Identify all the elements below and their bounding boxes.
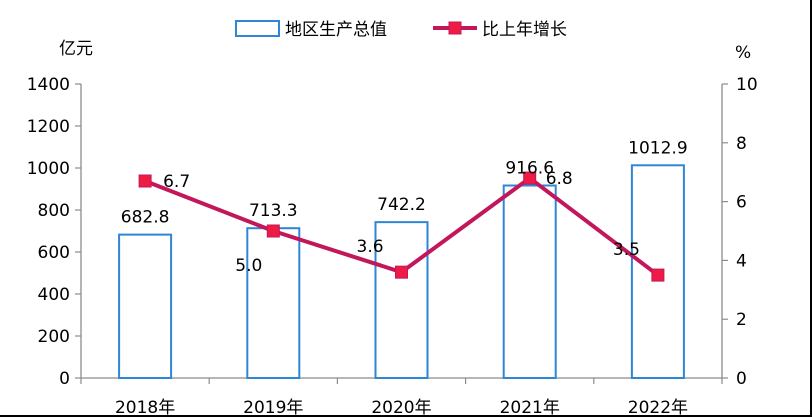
- y-right-tick-label: 2: [736, 310, 747, 330]
- line-marker: [395, 265, 408, 279]
- line-value-label: 6.8: [546, 169, 573, 189]
- y-left-tick-label: 400: [38, 285, 70, 305]
- y-right-tick-label: 6: [736, 193, 747, 213]
- line-marker: [523, 171, 537, 185]
- data-labels: 682.8 713.3 742.2 916.6 1012.9 6.7 5.0 3.6 6.8 3.…: [121, 138, 688, 276]
- y-axis-right-title: %: [735, 43, 751, 63]
- y-left-tick-label: 1000: [27, 159, 70, 179]
- line-series: [138, 171, 665, 282]
- y-left-tick-label: 200: [38, 327, 70, 347]
- x-tick-label: 2020年: [371, 398, 431, 417]
- y-right-tick-label: 0: [736, 369, 747, 389]
- bar: [246, 227, 301, 379]
- line-marker: [651, 268, 665, 282]
- legend-line-label: 比上年增长: [482, 20, 567, 40]
- bar-value-label: 713.3: [249, 201, 298, 221]
- legend-line-marker: [448, 21, 462, 35]
- legend-bar-label: 地区生产总值: [285, 20, 387, 40]
- bar-value-label: 682.8: [121, 208, 170, 228]
- axes: 0 200 400 600 800 1000 1200 1400 0 2 4 6 8 10 2018年 201…: [27, 75, 758, 417]
- y-left-tick-label: 1400: [27, 75, 70, 95]
- x-tick-label: 2021年: [500, 398, 560, 417]
- y-right-tick-label: 10: [736, 75, 758, 95]
- x-tick-label: 2018年: [115, 398, 175, 417]
- line-marker: [266, 224, 280, 238]
- y-left-tick-label: 800: [38, 201, 70, 221]
- bar: [118, 233, 173, 379]
- bar-value-label: 916.6: [505, 159, 554, 179]
- x-tick-label: 2019年: [243, 398, 303, 417]
- legend-bar-swatch: [235, 20, 280, 37]
- bar: [374, 221, 429, 379]
- y-right-tick-label: 4: [736, 251, 747, 271]
- line-value-label: 3.5: [613, 240, 640, 260]
- frame-right-edge: [810, 0, 812, 417]
- line-marker: [138, 174, 152, 188]
- y-right-tick-label: 8: [736, 134, 747, 154]
- y-axis-left-title: 亿元: [59, 39, 93, 59]
- y-left-tick-label: 1200: [27, 117, 70, 137]
- bar-value-label: 742.2: [377, 195, 426, 215]
- line-value-label: 3.6: [357, 237, 384, 257]
- line-value-label: 5.0: [235, 256, 262, 276]
- bar: [502, 184, 557, 379]
- line-value-label: 6.7: [163, 172, 190, 192]
- legend: 地区生产总值 比上年增长: [235, 20, 567, 40]
- frame-bottom-edge: [0, 415, 812, 417]
- y-left-tick-label: 0: [59, 369, 70, 389]
- y-left-tick-label: 600: [38, 243, 70, 263]
- bar-series: [118, 164, 685, 379]
- x-tick-label: 2022年: [628, 398, 688, 417]
- bar-value-label: 1012.9: [628, 138, 687, 158]
